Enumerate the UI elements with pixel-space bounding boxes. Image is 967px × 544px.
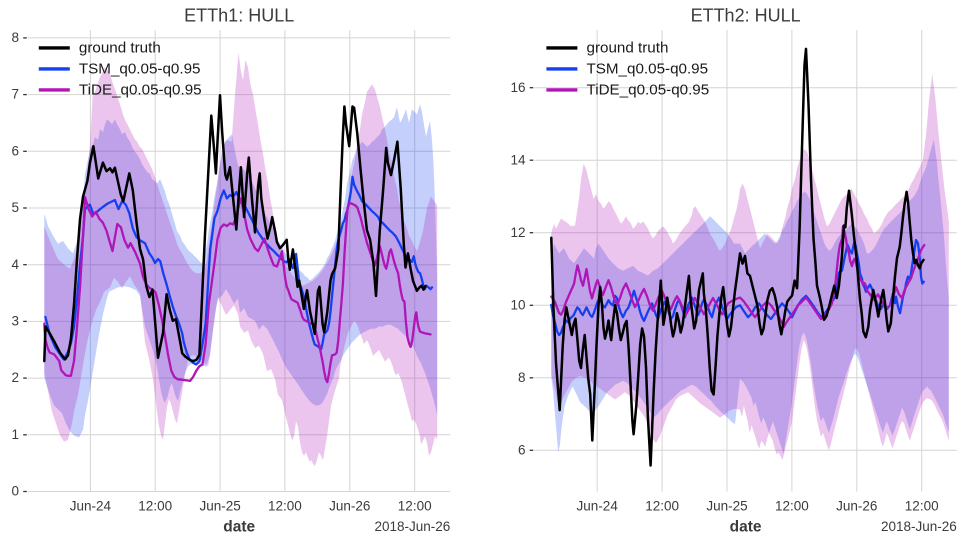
svg-text:0: 0 xyxy=(11,484,19,499)
svg-text:date: date xyxy=(730,519,762,536)
svg-text:12:00: 12:00 xyxy=(645,499,679,514)
svg-text:6: 6 xyxy=(518,442,526,457)
svg-text:8: 8 xyxy=(518,370,526,385)
svg-text:10: 10 xyxy=(510,297,525,312)
svg-text:Jun-25: Jun-25 xyxy=(199,499,240,514)
svg-text:4: 4 xyxy=(11,257,19,272)
svg-text:ETTh2: HULL: ETTh2: HULL xyxy=(691,6,801,26)
svg-text:ground truth: ground truth xyxy=(587,39,669,56)
svg-text:2018-Jun-26: 2018-Jun-26 xyxy=(374,519,450,534)
svg-text:12:00: 12:00 xyxy=(138,499,172,514)
svg-text:ground truth: ground truth xyxy=(79,39,161,56)
svg-text:TSM_q0.05-q0.95: TSM_q0.05-q0.95 xyxy=(587,60,709,77)
svg-text:14: 14 xyxy=(510,152,526,167)
svg-text:12:00: 12:00 xyxy=(775,499,809,514)
svg-text:16: 16 xyxy=(510,80,525,95)
svg-text:ETTh1: HULL: ETTh1: HULL xyxy=(184,6,294,26)
svg-text:TiDE_q0.05-q0.95: TiDE_q0.05-q0.95 xyxy=(79,81,202,98)
svg-text:2: 2 xyxy=(11,370,19,385)
svg-text:5: 5 xyxy=(11,200,19,215)
svg-text:8: 8 xyxy=(11,30,19,45)
svg-text:3: 3 xyxy=(11,313,19,328)
svg-text:12: 12 xyxy=(510,225,525,240)
svg-text:Jun-25: Jun-25 xyxy=(706,499,747,514)
svg-text:6: 6 xyxy=(11,143,19,158)
svg-text:Jun-26: Jun-26 xyxy=(329,499,370,514)
svg-text:date: date xyxy=(223,519,255,536)
svg-text:TiDE_q0.05-q0.95: TiDE_q0.05-q0.95 xyxy=(587,81,710,98)
svg-text:2018-Jun-26: 2018-Jun-26 xyxy=(881,519,957,534)
svg-text:7: 7 xyxy=(11,87,19,102)
svg-text:Jun-24: Jun-24 xyxy=(577,499,619,514)
svg-text:12:00: 12:00 xyxy=(398,499,432,514)
svg-text:Jun-24: Jun-24 xyxy=(70,499,112,514)
svg-text:12:00: 12:00 xyxy=(268,499,302,514)
svg-text:TSM_q0.05-q0.95: TSM_q0.05-q0.95 xyxy=(79,60,201,77)
svg-text:12:00: 12:00 xyxy=(905,499,939,514)
svg-text:1: 1 xyxy=(11,427,19,442)
svg-text:Jun-26: Jun-26 xyxy=(836,499,877,514)
